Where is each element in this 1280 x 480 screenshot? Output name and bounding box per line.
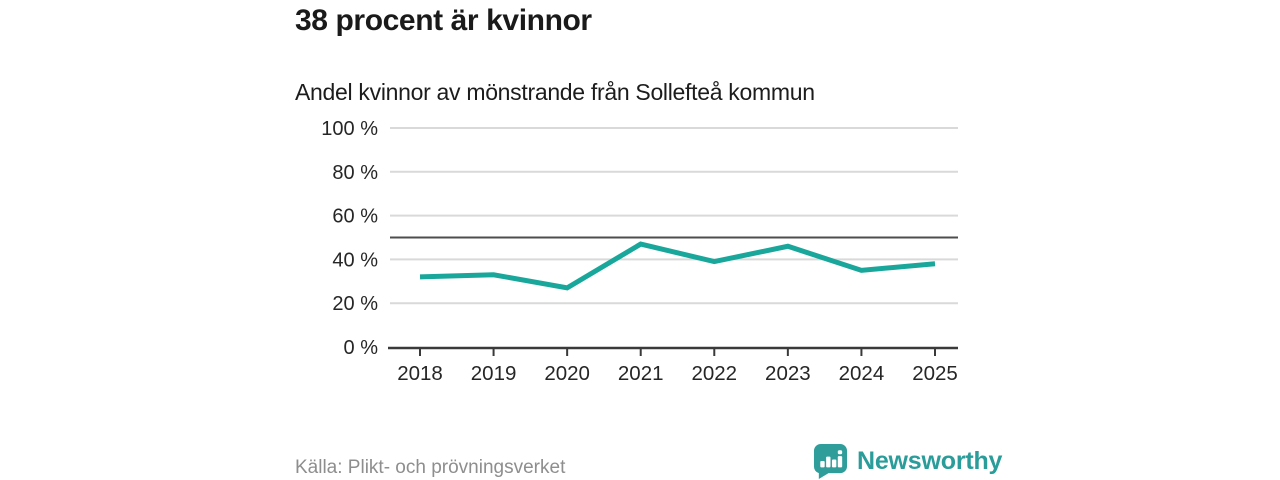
- chart-title: 38 procent är kvinnor: [295, 4, 592, 37]
- y-tick-label: 0 %: [344, 337, 379, 359]
- x-tick-label: 2021: [618, 362, 664, 385]
- chart-subtitle: Andel kvinnor av mönstrande från Solleft…: [295, 79, 815, 105]
- gridlines-group: [390, 127, 958, 305]
- y-tick-label: 100 %: [321, 118, 378, 140]
- axis-group: [388, 346, 958, 356]
- x-tick-label: 2018: [397, 362, 443, 385]
- y-tick-label: 80 %: [332, 162, 378, 184]
- y-tick-label: 40 %: [332, 249, 378, 271]
- newsworthy-logo: Newsworthy: [813, 443, 1002, 479]
- y-tick-label: 60 %: [332, 206, 378, 228]
- x-tick-label: 2024: [839, 362, 885, 385]
- x-tick-label: 2025: [912, 362, 958, 385]
- x-tick-label: 2023: [765, 362, 811, 385]
- data-line-group: [419, 241, 936, 291]
- x-tick-label: 2022: [691, 362, 737, 385]
- newsworthy-wordmark: Newsworthy: [857, 446, 1003, 475]
- source-caption: Källa: Plikt- och prövningsverket: [295, 457, 566, 478]
- newsworthy-bubble-chart-icon: [813, 443, 848, 479]
- x-tick-label: 2020: [544, 362, 590, 385]
- tick-labels-group: 0 % 20 % 40 % 60 % 80 % 100 % 2018 2019 2020 2021…: [321, 118, 958, 385]
- data-line-andel-kvinnor: [419, 241, 936, 291]
- x-tick-label: 2019: [471, 362, 517, 385]
- y-tick-label: 20 %: [332, 293, 378, 315]
